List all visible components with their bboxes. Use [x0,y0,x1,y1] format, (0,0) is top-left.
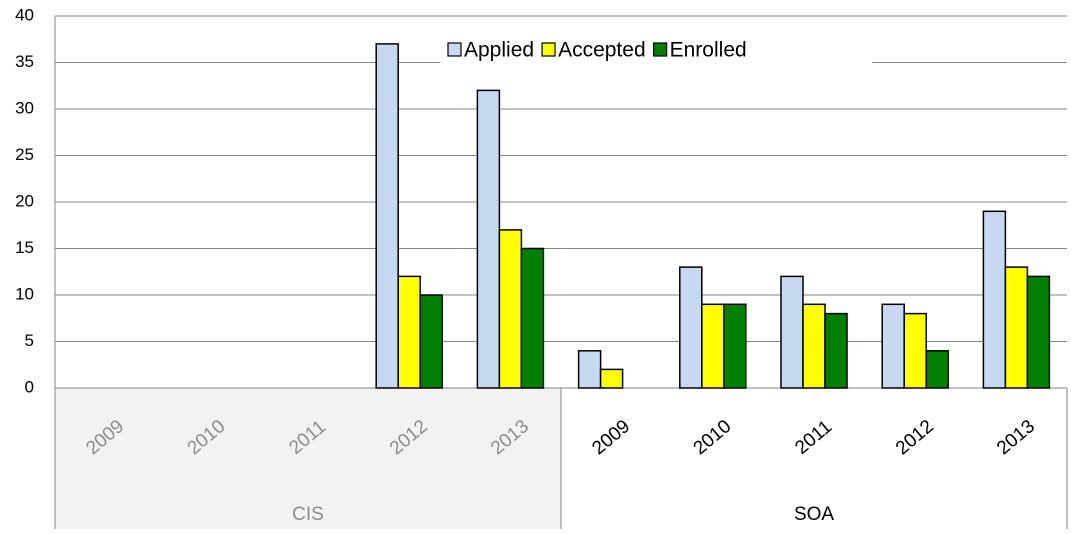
legend-label: Accepted [558,39,646,62]
legend-label: Enrolled [670,39,747,62]
group-label: CIS [292,504,324,525]
bar [824,312,848,389]
group-label: SOA [794,504,834,525]
bar [397,275,421,389]
bar [375,43,399,389]
y-tick-label: 0 [25,377,34,396]
bar [723,303,747,389]
x-tick-label: 2010 [690,416,736,459]
bar [903,312,927,389]
y-tick-label: 5 [25,331,34,350]
bar [679,266,703,389]
y-tick-label: 15 [15,238,34,257]
y-tick-label: 20 [15,191,34,210]
y-tick-label: 25 [15,145,34,164]
bar [701,303,725,389]
bar [599,368,624,389]
group-background [55,388,561,529]
y-tick-label: 30 [15,98,34,117]
bar [925,350,949,389]
legend-label: Applied [464,39,534,62]
bar [520,247,545,389]
y-tick-label: 40 [15,5,34,24]
bar [476,89,501,389]
bar [498,229,523,389]
legend: Applied Accepted Enrolled [440,28,872,72]
bar [419,294,443,389]
legend-swatch [541,42,556,57]
bar [1026,275,1051,389]
x-tick-label: 2011 [791,416,836,458]
bar [1004,266,1029,389]
bar [780,275,804,389]
x-tick-label: 2012 [892,416,938,459]
x-tick-label: 2009 [588,416,634,459]
bar [982,210,1007,389]
bar [577,350,602,389]
legend-swatch [447,42,462,57]
bar [802,303,826,389]
x-tick-label: 2013 [993,416,1039,459]
y-tick-label: 35 [15,52,34,71]
legend-swatch [653,42,668,57]
y-tick-label: 10 [15,284,34,303]
bar [881,303,905,389]
